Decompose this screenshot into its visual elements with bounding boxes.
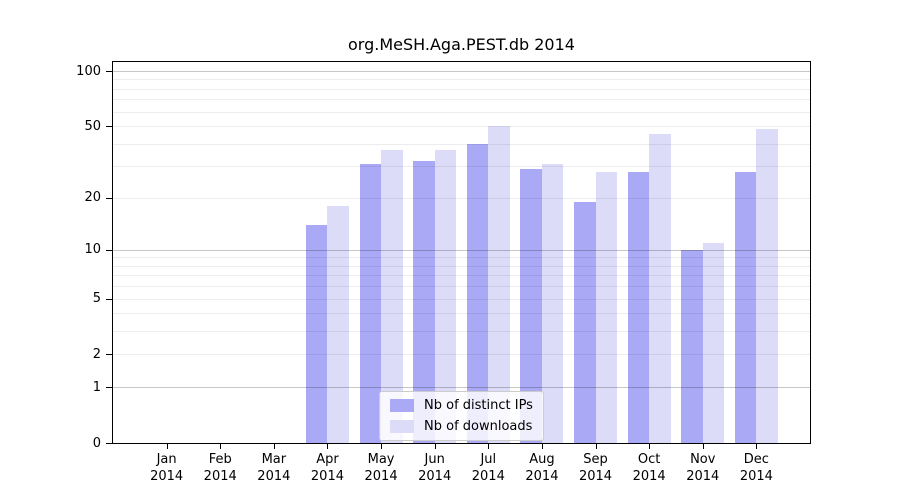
y-tick-label: 5 (92, 291, 101, 307)
bar-ips-jul (466, 143, 489, 443)
bar-ips-jun (413, 161, 435, 443)
x-tick-label: Sep 2014 (578, 452, 613, 484)
y-tick-label: 10 (84, 242, 101, 258)
x-tick (327, 443, 329, 449)
y-tick-label: 50 (84, 118, 101, 134)
x-tick (273, 443, 275, 449)
bar-ips-oct (627, 171, 650, 443)
y-tick-label: 2 (92, 346, 101, 362)
y-tick (106, 443, 113, 444)
bar-ips-may (359, 163, 382, 443)
plot-area: Jan 2014 Feb 2014 Mar 2014 Apr 2014 May 2014… (76, 61, 811, 484)
gridline-minor (113, 126, 810, 128)
x-tick-label: Nov 2014 (686, 452, 720, 484)
x-tick-label: Dec 2014 (739, 452, 773, 484)
y-tick (106, 71, 113, 73)
bar-downloads-oct (649, 134, 671, 443)
bar-downloads-sep (595, 171, 618, 443)
x-tick-label: Aug 2014 (525, 452, 559, 484)
gridline-minor (113, 143, 810, 145)
bar-downloads-apr (327, 205, 349, 443)
bar-ips-apr (305, 224, 328, 443)
y-tick-label: 20 (84, 190, 101, 206)
x-tick (595, 443, 597, 449)
chart-title: org.MeSH.Aga.PEST.db 2014 (348, 35, 575, 54)
x-tick (649, 443, 651, 449)
bar-ips-dec (734, 171, 757, 443)
y-tick (106, 126, 113, 128)
x-tick (488, 443, 490, 449)
bar-ips-sep (574, 201, 596, 443)
bar-ips-nov (681, 249, 703, 443)
legend: Nb of distinct IPs Nb of downloads (379, 391, 544, 441)
x-tick-label: Mar 2014 (257, 452, 291, 484)
legend-label-downloads: Nb of downloads (424, 419, 533, 434)
y-tick-label: 1 (92, 379, 101, 395)
y-tick (106, 387, 113, 389)
gridline-minor (113, 99, 810, 101)
legend-swatch-downloads (390, 420, 414, 433)
bar-downloads-dec (756, 129, 778, 443)
y-tick (106, 298, 113, 300)
legend-label-distinct-ips: Nb of distinct IPs (424, 398, 533, 413)
y-tick-label: 0 (92, 435, 101, 451)
bar-downloads-aug (541, 163, 564, 443)
x-tick (702, 443, 704, 449)
y-tick (106, 197, 113, 199)
x-tick-label: Feb 2014 (203, 452, 237, 484)
bar-downloads-jun (434, 149, 457, 443)
legend-swatch-distinct-ips (390, 399, 414, 412)
bar-downloads-nov (702, 242, 725, 443)
x-tick-label: Jan 2014 (150, 452, 184, 484)
gridline-minor (113, 88, 810, 90)
gridline-minor (113, 166, 810, 168)
legend-item-distinct-ips: Nb of distinct IPs (390, 398, 533, 413)
legend-item-downloads: Nb of downloads (390, 419, 533, 434)
x-tick (756, 443, 758, 449)
x-tick (434, 443, 436, 449)
x-tick (166, 443, 168, 449)
x-tick (381, 443, 383, 449)
y-tick (106, 354, 113, 356)
x-tick-label: Oct 2014 (632, 452, 666, 484)
bar-ips-aug (520, 168, 542, 443)
x-tick (541, 443, 543, 449)
x-tick-label: Jun 2014 (418, 452, 452, 484)
gridline-minor (113, 79, 810, 81)
y-tick (106, 249, 113, 251)
gridline-minor (113, 111, 810, 113)
gridline-minor (113, 197, 810, 199)
x-tick-label: Apr 2014 (310, 452, 344, 484)
bar-downloads-may (381, 149, 403, 443)
x-tick-label: May 2014 (364, 452, 398, 484)
y-tick-label: 100 (76, 63, 101, 79)
bar-downloads-jul (488, 126, 510, 443)
x-tick-label: Jul 2014 (471, 452, 505, 484)
x-tick (220, 443, 222, 449)
gridline-major (113, 71, 810, 73)
